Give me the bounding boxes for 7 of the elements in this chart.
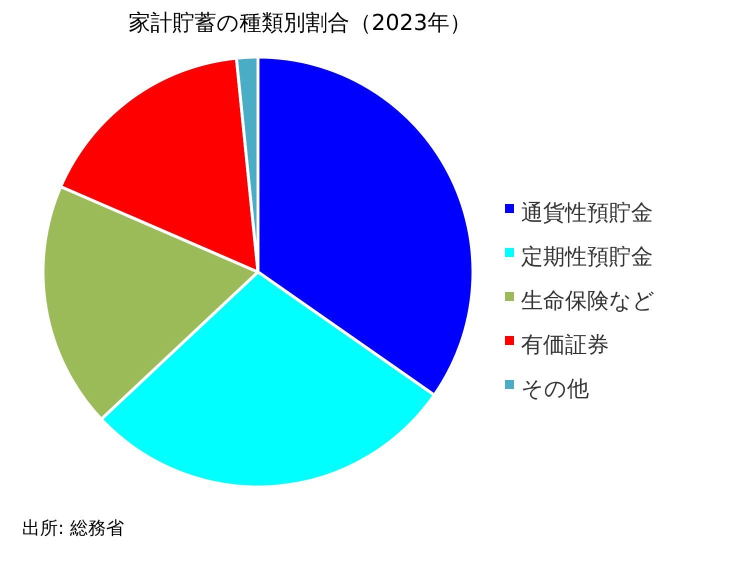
legend-label: 有価証券 <box>521 333 609 358</box>
legend-label: 生命保険など <box>521 289 655 314</box>
chart-title: 家計貯蓄の種類別割合（2023年） <box>128 11 472 36</box>
legend-label: その他 <box>521 377 589 402</box>
text: 出所: 総務省 <box>22 518 124 539</box>
legend-label: 定期性預貯金 <box>521 245 653 270</box>
legend-label: 通貨性預貯金 <box>521 201 653 226</box>
